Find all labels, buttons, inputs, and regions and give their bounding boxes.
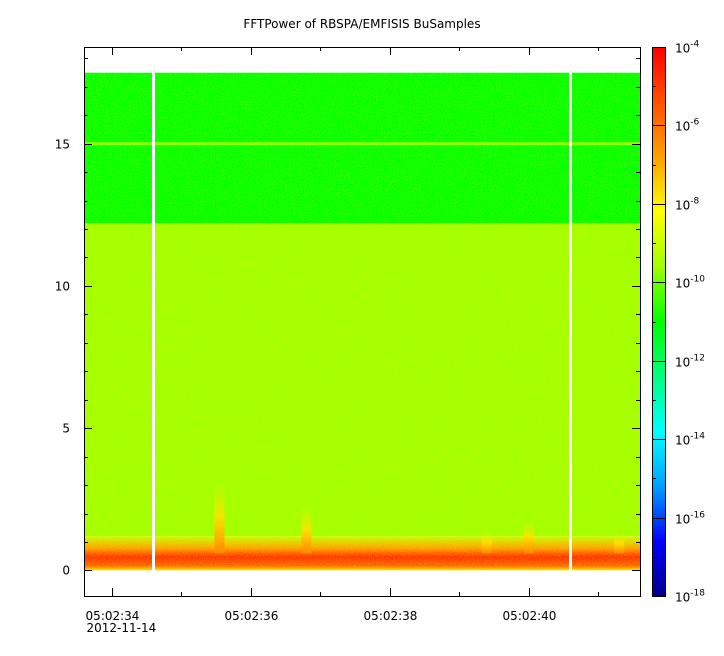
colorbar-tick-label: 10-6 [675,118,700,134]
colorbar-tick-label: 10-10 [675,275,705,291]
y-tick-label: 5 [62,422,70,436]
spectrogram-image [84,47,640,571]
colorbar-tick-label: 10-18 [675,589,705,605]
chart-title: FFTPower of RBSPA/EMFISIS BuSamples [243,17,481,31]
data-gap-1 [152,47,155,571]
y-tick-label: 0 [62,564,70,578]
colorbar-gradient [652,47,665,596]
colorbar-tick-label: 10-12 [675,354,705,370]
colorbar-tick-label: 10-4 [675,40,700,56]
noise-texture [84,72,640,571]
colorbar-tick-label: 10-8 [675,197,700,213]
x-tick-label: 05:02:34 [86,609,140,623]
data-gap-2 [569,47,572,571]
x-tick-date-label: 2012-11-14 [87,621,157,635]
plot-frame [84,47,641,597]
spectrogram-data [84,72,640,571]
x-tick-label: 05:02:36 [225,609,279,623]
x-tick-label: 05:02:38 [364,609,418,623]
colorbar: 10-4 10-6 10-8 10-10 10-12 10-14 10-16 10-18 [652,40,705,605]
y-tick-label: 10 [55,280,70,294]
y-tick-label: 15 [55,138,70,152]
x-tick-label: 05:02:40 [503,609,557,623]
colorbar-tick-label: 10-14 [675,432,705,448]
colorbar-tick-label: 10-16 [675,511,705,527]
